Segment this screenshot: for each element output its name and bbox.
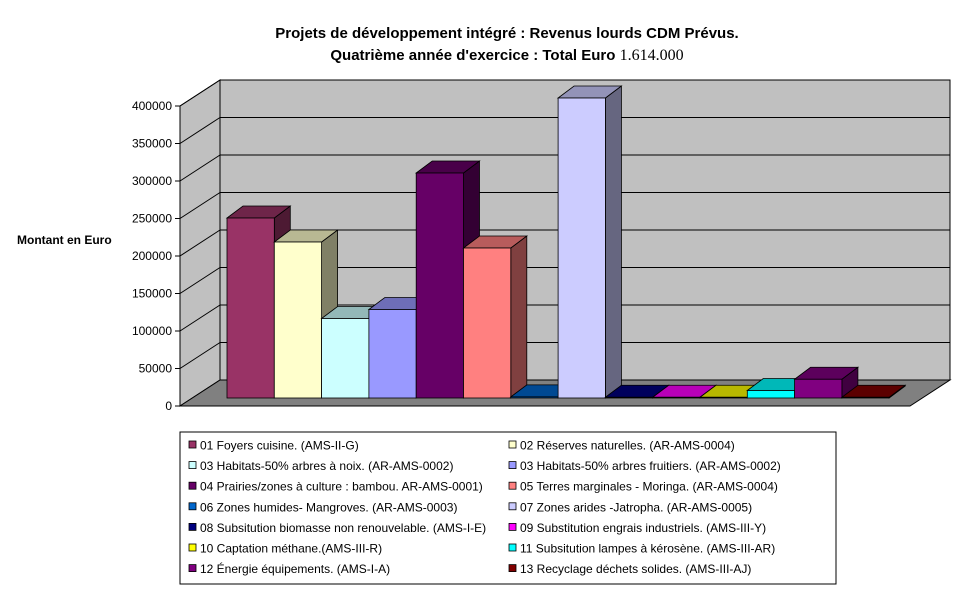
legend-item: 10 Captation méthane.(AMS-III-R)	[188, 542, 382, 556]
bar-front	[746, 390, 795, 399]
y-tick-label: 50000	[139, 362, 173, 376]
legend-label: 07 Zones arides -Jatropha. (AR-AMS-0005)	[520, 500, 752, 514]
legend-item: 04 Prairies/zones à culture : bambou. AR…	[188, 480, 483, 494]
legend-label: 02 Réserves naturelles. (AR-AMS-0004)	[520, 439, 735, 453]
legend-item: 08 Subsitution biomasse non renouvelable…	[188, 521, 486, 535]
legend-item: 07 Zones arides -Jatropha. (AR-AMS-0005)	[508, 500, 752, 514]
bar	[793, 366, 860, 399]
bar-front	[273, 241, 322, 399]
y-tick-label: 100000	[132, 324, 172, 338]
bar-front	[794, 378, 843, 399]
bar-front	[652, 396, 701, 399]
legend-label: 12 Énergie équipements. (AMS-I-A)	[200, 561, 390, 576]
legend-label: 03 Habitats-50% arbres fruitiers. (AR-AM…	[520, 459, 781, 473]
legend: 01 Foyers cuisine. (AMS-II-G) 02 Réserves…	[179, 431, 837, 585]
legend-swatch	[188, 440, 197, 449]
y-tick-label: 200000	[132, 249, 172, 263]
legend-box	[179, 431, 837, 585]
y-tick-label: 150000	[132, 287, 172, 301]
legend-swatch	[188, 523, 197, 531]
legend-swatch	[188, 543, 197, 552]
legend-item: 11 Subsitution lampes à kérosène. (AMS-I…	[508, 542, 775, 556]
bar-front	[321, 318, 370, 399]
gridline-side	[179, 267, 221, 294]
legend-swatch	[508, 481, 517, 490]
gridline-side	[179, 154, 221, 182]
bar-front	[510, 396, 559, 399]
legend-swatch	[508, 502, 517, 511]
legend-swatch	[508, 523, 517, 531]
legend-swatch	[508, 543, 517, 552]
gridline-side	[179, 192, 221, 219]
legend-label: 11 Subsitution lampes à kérosène. (AMS-I…	[520, 542, 775, 556]
legend-item: 12 Énergie équipements. (AMS-I-A)	[188, 561, 390, 576]
bar-side	[605, 85, 622, 399]
legend-label: 04 Prairies/zones à culture : bambou. AR…	[200, 480, 483, 494]
legend-swatch	[508, 440, 517, 449]
bar-side	[510, 235, 528, 399]
legend-item: 01 Foyers cuisine. (AMS-II-G)	[188, 439, 359, 453]
legend-label: 01 Foyers cuisine. (AMS-II-G)	[200, 439, 359, 453]
legend-item: 05 Terres marginales - Moringa. (AR-AMS-…	[508, 480, 778, 494]
bar-front	[605, 396, 654, 399]
bar	[462, 235, 528, 399]
gridline-side	[179, 79, 221, 107]
legend-label: 09 Substitution engrais industriels. (AM…	[520, 521, 766, 535]
bar-front	[557, 97, 606, 399]
legend-item: 03 Habitats-50% arbres fruitiers. (AR-AM…	[508, 459, 781, 473]
legend-label: 13 Recyclage déchets solides. (AMS-III-A…	[520, 562, 751, 576]
bar-front	[415, 172, 464, 399]
y-tick-label: 400000	[132, 99, 172, 113]
legend-label: 08 Subsitution biomasse non renouvelable…	[200, 521, 486, 535]
legend-label: 10 Captation méthane.(AMS-III-R)	[200, 542, 382, 556]
legend-item: 13 Recyclage déchets solides. (AMS-III-A…	[508, 562, 751, 576]
chart-title-total: 1.614.000	[620, 47, 684, 64]
legend-swatch	[508, 564, 517, 572]
chart-title-line2-text: Quatrième année d'exercice : Total Euro	[330, 47, 615, 64]
legend-label: 05 Terres marginales - Moringa. (AR-AMS-…	[520, 480, 778, 494]
gridline-side	[179, 304, 221, 332]
legend-swatch	[508, 461, 517, 470]
chart-title-line2: Quatrième année d'exercice : Total Euro …	[330, 47, 683, 64]
bar-front	[226, 217, 275, 399]
legend-label: 06 Zones humides- Mangroves. (AR-AMS-000…	[200, 500, 457, 514]
bar-front	[841, 396, 890, 399]
bar	[556, 85, 623, 399]
gridline-side	[179, 229, 221, 257]
y-axis-label: Montant en Euro	[17, 233, 112, 247]
gridline-side	[179, 117, 221, 144]
y-tick-label: 300000	[132, 174, 172, 188]
y-tick-label: 350000	[132, 137, 172, 151]
chart-title-line1: Projets de développement intégré : Reven…	[275, 25, 738, 42]
legend-item: 02 Réserves naturelles. (AR-AMS-0004)	[508, 439, 735, 453]
y-tick-label: 0	[165, 399, 172, 413]
gridline-side	[179, 342, 221, 369]
legend-swatch	[188, 481, 197, 490]
legend-label: 03 Habitats-50% arbres à noix. (AR-AMS-0…	[200, 459, 453, 473]
legend-item: 06 Zones humides- Mangroves. (AR-AMS-000…	[188, 500, 457, 514]
bar-front	[368, 309, 417, 399]
legend-item: 09 Substitution engrais industriels. (AM…	[508, 521, 766, 535]
bar-front	[463, 247, 512, 399]
legend-item: 03 Habitats-50% arbres à noix. (AR-AMS-0…	[188, 459, 453, 473]
bar-front	[699, 396, 748, 399]
legend-swatch	[188, 502, 197, 511]
y-tick-label: 250000	[132, 212, 172, 226]
legend-swatch	[188, 461, 197, 470]
legend-swatch	[188, 564, 197, 572]
bar	[840, 384, 907, 399]
plot-area: 0 50000 100000 150000 200000 250000 300000 3500…	[132, 79, 952, 413]
